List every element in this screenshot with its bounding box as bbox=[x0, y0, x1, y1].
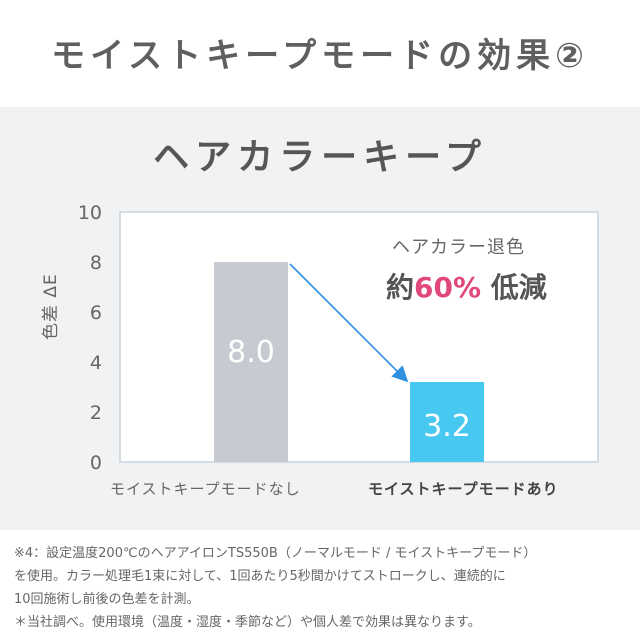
footnote-line: ※4：設定温度200℃のヘアアイロンTS550B（ノーマルモード / モイストキ… bbox=[14, 546, 537, 561]
footnote: ※4：設定温度200℃のヘアアイロンTS550B（ノーマルモード / モイストキ… bbox=[14, 542, 634, 634]
annotation-line1: ヘアカラー退色 bbox=[392, 237, 525, 258]
y-tick-label: 8 bbox=[90, 252, 102, 274]
footnote-line: ＊当社調べ。使用環境（温度・湿度・季節など）や個人差で効果は異なります。 bbox=[14, 615, 481, 630]
y-tick-label: 2 bbox=[90, 402, 102, 424]
bar bbox=[214, 262, 288, 462]
y-tick-label: 0 bbox=[90, 452, 102, 474]
y-tick-label: 10 bbox=[78, 202, 102, 224]
header: モイストキープモードの効果② bbox=[0, 0, 640, 107]
chart-title: ヘアカラーキープ bbox=[145, 128, 495, 180]
y-tick-label: 6 bbox=[90, 302, 102, 324]
page-title: モイストキープモードの効果② bbox=[51, 36, 589, 76]
plot-area bbox=[119, 211, 599, 463]
annotation-suffix: 低減 bbox=[490, 271, 547, 304]
y-axis-label: 色差 ΔE bbox=[41, 273, 61, 340]
bar bbox=[410, 382, 484, 462]
annotation-prefix: 約 bbox=[386, 271, 415, 304]
footnote-line: 10回施術し前後の色差を計測。 bbox=[14, 592, 200, 607]
reduction-arrow bbox=[289, 263, 409, 383]
x-category-label: モイストキープモードあり bbox=[368, 480, 559, 498]
chart-title-wrap: ヘアカラーキープ bbox=[0, 128, 640, 180]
x-category-label: モイストキープモードなし bbox=[110, 480, 301, 498]
bar-value-label: 3.2 bbox=[423, 409, 471, 444]
footnote-line: を使用。カラー処理毛1束に対して、1回あたり5秒間かけてストロークし、連続的に bbox=[14, 569, 506, 584]
annotation-line2: 約60% 低減 bbox=[378, 266, 555, 306]
y-tick-label: 4 bbox=[90, 352, 102, 374]
bar-value-label: 8.0 bbox=[227, 335, 275, 370]
annotation-percent: 60% bbox=[414, 271, 482, 304]
chart-title-text: ヘアカラーキープ bbox=[153, 137, 487, 178]
